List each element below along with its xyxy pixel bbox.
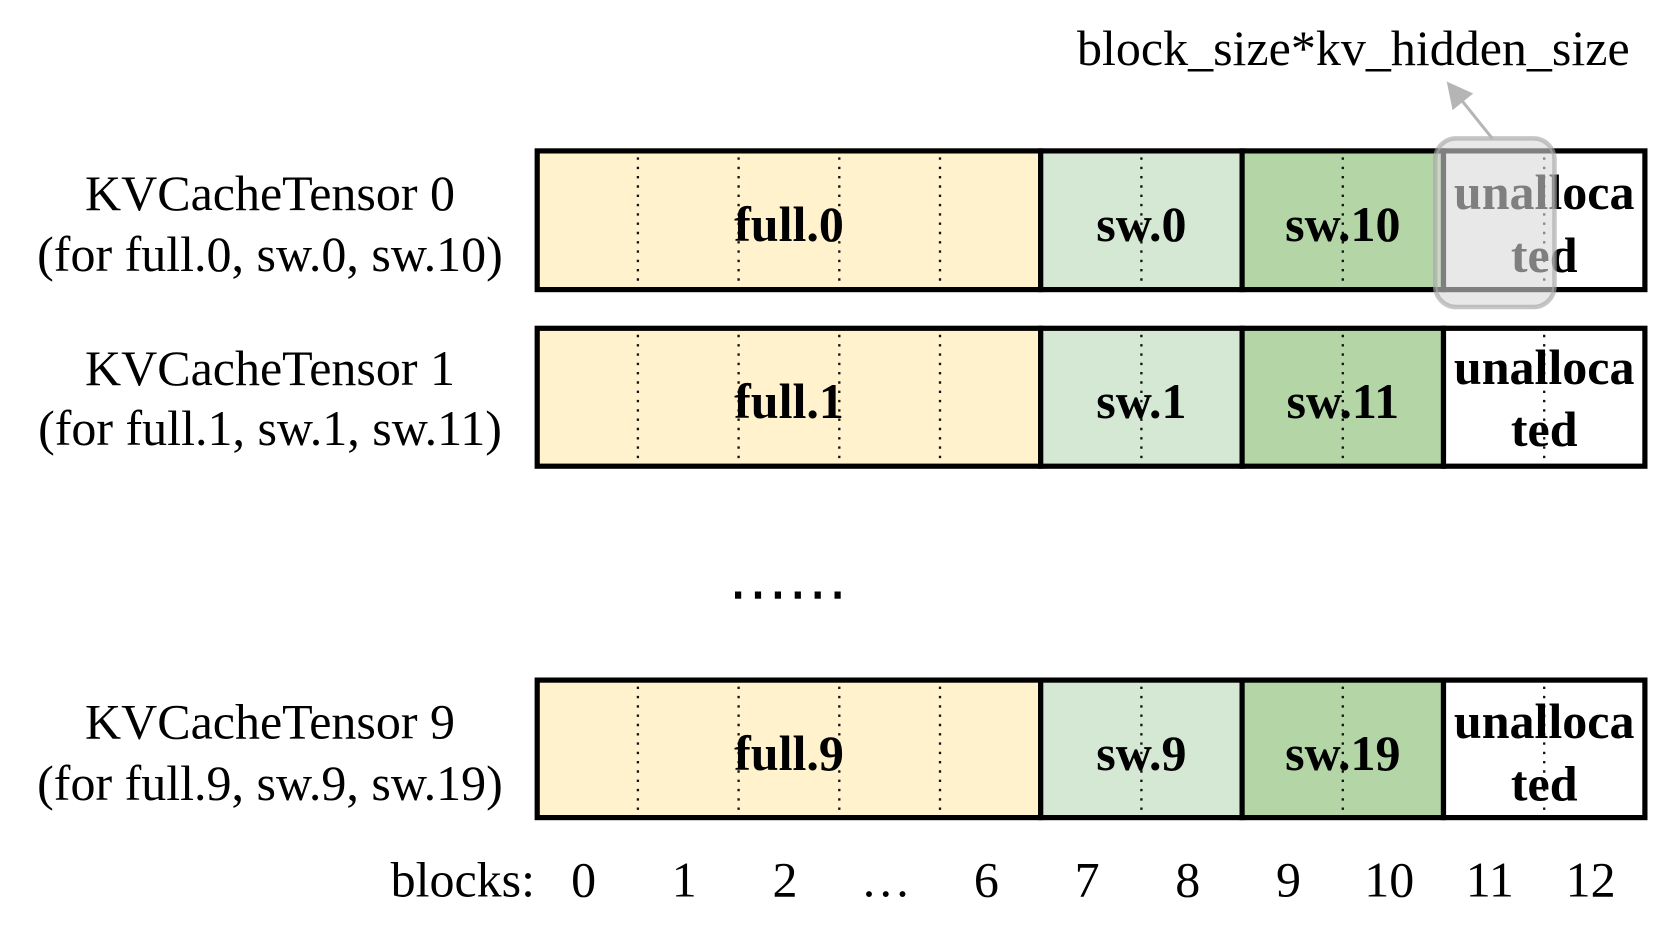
svg-text:ted: ted xyxy=(1511,755,1578,811)
svg-text:12: 12 xyxy=(1566,852,1616,908)
svg-text:sw.19: sw.19 xyxy=(1285,725,1400,781)
svg-text:sw.0: sw.0 xyxy=(1096,196,1186,252)
svg-text:(for full.1, sw.1, sw.11): (for full.1, sw.1, sw.11) xyxy=(38,400,502,456)
svg-text:2: 2 xyxy=(773,852,798,908)
svg-text:block_size*kv_hidden_size: block_size*kv_hidden_size xyxy=(1077,20,1630,76)
svg-text:ted: ted xyxy=(1511,401,1578,457)
svg-text:unalloca: unalloca xyxy=(1454,339,1635,395)
svg-text:blocks:: blocks: xyxy=(391,852,535,908)
svg-text:full.0: full.0 xyxy=(734,196,844,252)
svg-text:unalloca: unalloca xyxy=(1454,693,1635,749)
svg-text:6: 6 xyxy=(974,852,999,908)
svg-text:KVCacheTensor 1: KVCacheTensor 1 xyxy=(85,340,455,396)
svg-text:KVCacheTensor 9: KVCacheTensor 9 xyxy=(85,693,455,749)
svg-text:(for full.0, sw.0, sw.10): (for full.0, sw.0, sw.10) xyxy=(37,226,503,282)
svg-text:8: 8 xyxy=(1175,852,1200,908)
svg-text:full.9: full.9 xyxy=(734,725,844,781)
svg-text:…: … xyxy=(861,852,911,908)
svg-text:9: 9 xyxy=(1276,852,1301,908)
svg-text:sw.9: sw.9 xyxy=(1096,725,1186,781)
svg-text:11: 11 xyxy=(1466,852,1514,908)
svg-text:sw.11: sw.11 xyxy=(1287,373,1400,429)
svg-text:1: 1 xyxy=(672,852,697,908)
svg-text:(for full.9, sw.9, sw.19): (for full.9, sw.9, sw.19) xyxy=(37,755,503,811)
svg-text:sw.1: sw.1 xyxy=(1096,373,1186,429)
svg-text:full.1: full.1 xyxy=(734,373,844,429)
svg-text:7: 7 xyxy=(1075,852,1100,908)
svg-text:0: 0 xyxy=(571,852,596,908)
svg-text:sw.10: sw.10 xyxy=(1285,196,1400,252)
svg-text:KVCacheTensor 0: KVCacheTensor 0 xyxy=(85,165,455,221)
svg-text:10: 10 xyxy=(1364,852,1414,908)
